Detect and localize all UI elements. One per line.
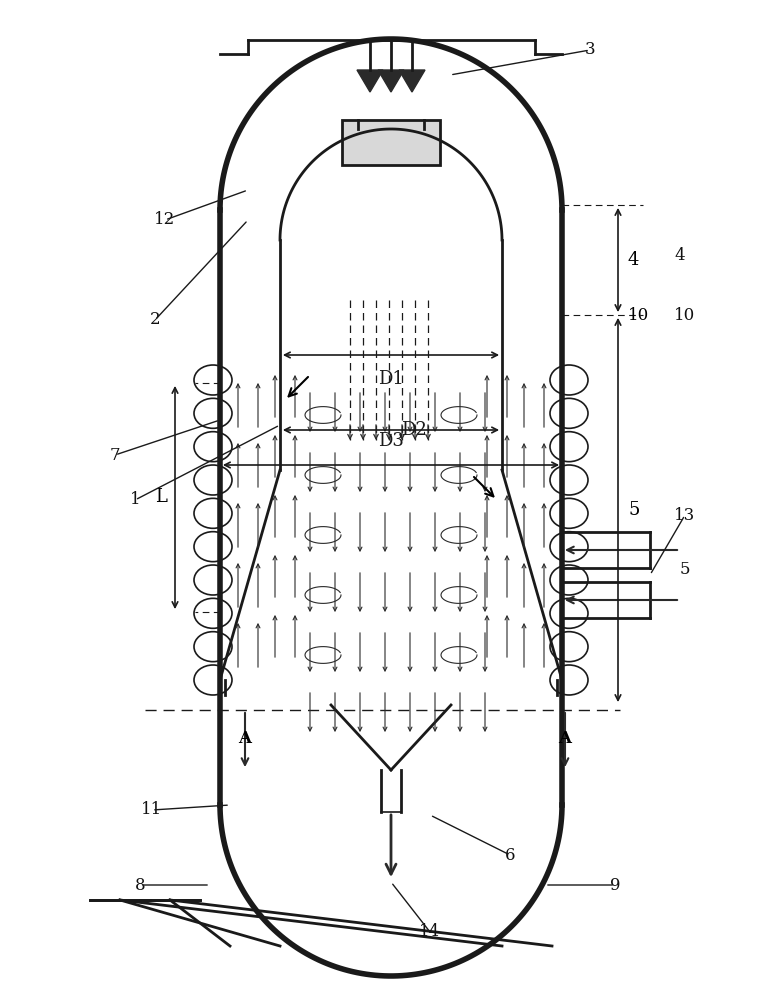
Text: 4: 4: [628, 251, 640, 269]
Text: 13: 13: [674, 506, 695, 524]
Polygon shape: [357, 70, 383, 92]
Text: A: A: [558, 730, 572, 747]
Text: D1: D1: [378, 370, 404, 388]
Text: 7: 7: [110, 446, 121, 464]
Text: 5: 5: [628, 501, 640, 519]
Text: 10: 10: [628, 306, 649, 324]
Text: 6: 6: [505, 846, 515, 863]
Text: 4: 4: [675, 246, 685, 263]
Bar: [342, 120, 440, 165]
Text: A: A: [239, 730, 251, 747]
Text: D3: D3: [378, 432, 404, 450]
Text: 3: 3: [585, 41, 595, 58]
Text: 1: 1: [130, 491, 140, 508]
Text: 14: 14: [420, 924, 441, 940]
Text: 11: 11: [142, 802, 163, 818]
Text: 8: 8: [135, 876, 146, 894]
Polygon shape: [378, 70, 404, 92]
Text: 5: 5: [680, 562, 691, 578]
Text: D2: D2: [401, 421, 427, 439]
Text: 10: 10: [674, 306, 695, 324]
Text: 12: 12: [154, 212, 175, 229]
Text: 9: 9: [610, 876, 620, 894]
Polygon shape: [399, 70, 425, 92]
Text: L: L: [155, 488, 167, 506]
Text: 2: 2: [150, 312, 161, 328]
